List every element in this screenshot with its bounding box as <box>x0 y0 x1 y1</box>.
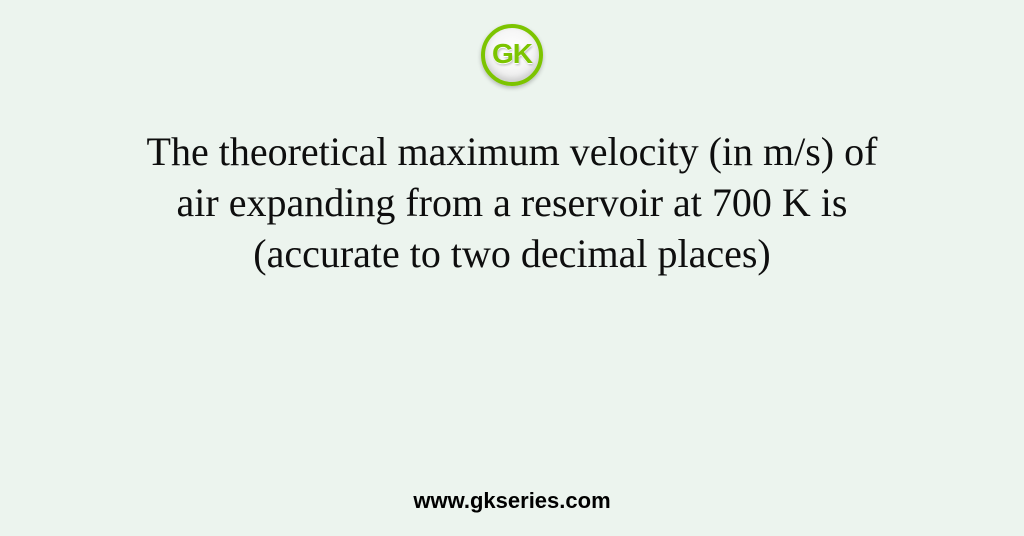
logo-text: GK <box>492 38 532 70</box>
logo: GK <box>481 24 543 86</box>
question-text: The theoretical maximum velocity (in m/s… <box>122 126 902 280</box>
footer-url: www.gkseries.com <box>0 488 1024 514</box>
logo-circle: GK <box>481 24 543 86</box>
